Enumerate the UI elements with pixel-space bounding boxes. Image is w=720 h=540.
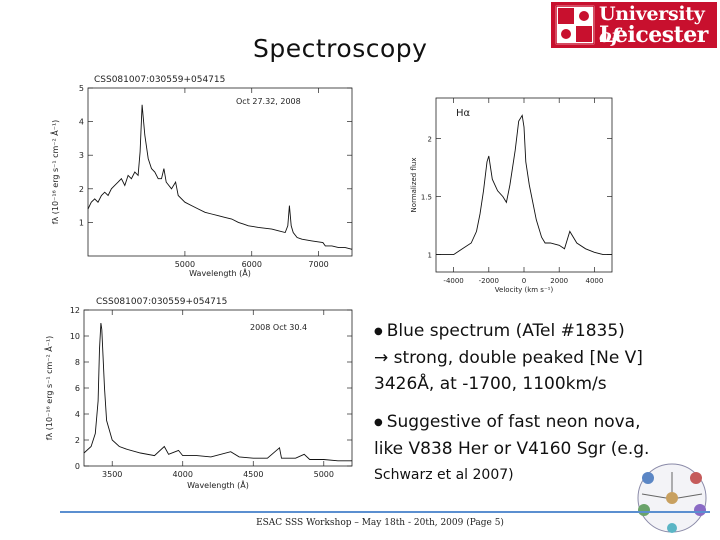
y-tick-label: 2 xyxy=(428,136,432,144)
y-tick-label: 6 xyxy=(75,384,80,393)
workshop-badge-icon xyxy=(622,458,716,536)
y-axis-label: fλ (10⁻¹⁶ erg s⁻¹ cm⁻² Å⁻¹) xyxy=(43,336,54,441)
y-tick-label: 2 xyxy=(75,436,80,445)
y-tick-label: 10 xyxy=(70,332,80,341)
spectrum-chart-oct27: 5000 6000 7000 1 2 3 4 5 Wavelength (Å) fλ (10⁻¹⁶… xyxy=(49,75,353,278)
bullet-item-continuation: Schwarz et al 2007) xyxy=(374,467,514,483)
logo-line2: Leicester xyxy=(599,22,708,48)
bullet-item-continuation: → strong, double peaked [Ne V] xyxy=(374,348,643,368)
x-tick-label: 7000 xyxy=(308,260,328,269)
bullet-item-continuation: 3426Å, at -1700, 1100km/s xyxy=(374,374,607,394)
plot-frame xyxy=(83,309,353,467)
x-tick-label: 0 xyxy=(522,277,526,285)
footer-text: ESAC SSS Workshop – May 18th - 20th, 200… xyxy=(256,518,504,528)
x-axis-label: Wavelength (Å) xyxy=(187,479,249,490)
bullet-dot-icon: ● xyxy=(374,417,383,428)
x-tick-label: 4000 xyxy=(585,277,603,285)
x-tick-label: 4500 xyxy=(243,470,263,479)
x-tick-label: 4000 xyxy=(173,470,193,479)
y-tick-label: 1 xyxy=(79,218,84,227)
x-tick-label: 2000 xyxy=(550,277,568,285)
y-tick-label: 8 xyxy=(75,358,80,367)
y-tick-label: 4 xyxy=(79,118,84,127)
chart-title: Hα xyxy=(456,108,471,119)
chart-title: CSS081007:030559+054715 xyxy=(96,297,227,307)
logo-line1: University of xyxy=(599,3,705,47)
y-tick-label: 5 xyxy=(79,84,84,93)
halpha-profile-chart: -4000 -2000 0 2000 4000 1 1.5 2 Velocity (km s⁻¹… xyxy=(410,97,613,294)
chart-annotation: 2008 Oct 30.4 xyxy=(250,323,307,332)
bullet-item: ● Blue spectrum (ATel #1835) xyxy=(374,321,625,341)
slide-title: Spectroscopy xyxy=(253,34,428,63)
spectrum-series-line xyxy=(436,114,612,256)
x-tick-label: 5000 xyxy=(175,260,195,269)
bullet-item: ● Suggestive of fast neon nova, xyxy=(374,412,641,432)
spectrum-series-line xyxy=(83,322,352,462)
bullet-dot-icon: ● xyxy=(374,326,383,337)
y-tick-label: 2 xyxy=(79,185,84,194)
x-tick-label: 5000 xyxy=(314,470,334,479)
y-tick-label: 12 xyxy=(70,306,80,315)
x-tick-label: -2000 xyxy=(479,277,499,285)
university-logo: University of Leicester xyxy=(551,2,717,48)
y-tick-label: 0 xyxy=(75,462,80,471)
y-tick-label: 3 xyxy=(79,151,84,160)
spectrum-series-line xyxy=(87,104,353,250)
x-axis-label: Wavelength (Å) xyxy=(189,267,251,278)
x-tick-label: 6000 xyxy=(242,260,262,269)
chart-title: CSS081007:030559+054715 xyxy=(94,75,225,85)
x-tick-label: 3500 xyxy=(102,470,122,479)
y-axis-label: Normalized flux xyxy=(410,158,418,213)
y-tick-label: 1.5 xyxy=(421,194,432,202)
chart-annotation: Oct 27.32, 2008 xyxy=(236,97,301,106)
crest-icon xyxy=(555,5,595,45)
spectrum-chart-oct30: 3500 4000 4500 5000 0 2 4 6 8 10 12 Wavelength (Å) f… xyxy=(43,297,353,490)
bullet-item-continuation: like V838 Her or V4160 Sgr (e.g. xyxy=(374,439,650,459)
x-axis-label: Velocity (km s⁻¹) xyxy=(495,286,554,294)
x-tick-label: -4000 xyxy=(443,277,463,285)
y-axis-label: fλ (10⁻¹⁶ erg s⁻¹ cm⁻² Å⁻¹) xyxy=(49,120,60,225)
plot-frame xyxy=(87,87,353,257)
footer-rule xyxy=(60,511,710,513)
y-tick-label: 1 xyxy=(428,252,432,260)
bullet-list: ● Blue spectrum (ATel #1835) → strong, do… xyxy=(374,318,720,488)
y-tick-label: 4 xyxy=(75,410,80,419)
